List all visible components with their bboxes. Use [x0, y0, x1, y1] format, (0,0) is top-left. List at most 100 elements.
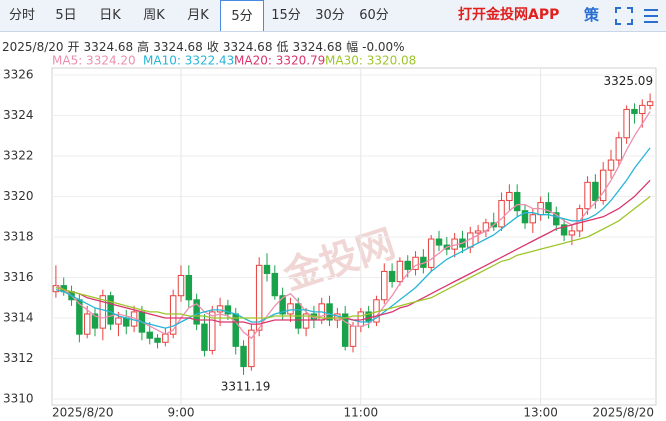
period-tab[interactable]: 日K [99, 8, 121, 23]
candle-body [513, 191, 521, 212]
y-tick-label: 3312 [3, 351, 34, 365]
period-tab[interactable]: 60分 [359, 8, 389, 23]
candle-body [420, 256, 427, 268]
y-tick-label: 3314 [3, 311, 34, 325]
x-tick-label: 2025/8/20 [592, 406, 654, 420]
candle-body [310, 313, 318, 321]
candle-body [318, 303, 325, 321]
y-tick-label: 3316 [3, 270, 34, 284]
period-tab[interactable]: 30分 [315, 8, 345, 23]
candle-body [263, 264, 271, 274]
candle-body [615, 137, 623, 161]
strategy-button[interactable]: 策 [584, 6, 600, 24]
x-tick-label: 11:00 [344, 406, 379, 420]
ma-line [55, 147, 651, 329]
candle-body [474, 230, 482, 234]
candle-body [216, 305, 224, 313]
candle-body [404, 260, 411, 270]
candle-body [68, 291, 75, 301]
candle-body [396, 260, 404, 283]
x-tick-label: 2025/8/20 [52, 406, 114, 420]
candle-body [123, 317, 130, 327]
candle-body [576, 208, 583, 232]
candle-body [185, 274, 193, 301]
candle-body [388, 270, 396, 283]
candle-body [435, 238, 443, 246]
period-tab[interactable]: 月K [187, 8, 209, 23]
candle-body [490, 222, 497, 228]
legend-entry: MA10: 3322.43 [143, 54, 234, 68]
max-annotation: 3325.09 [603, 74, 653, 88]
info-field: 高 [137, 40, 150, 54]
candle-body [201, 323, 208, 351]
candle-body [130, 311, 138, 327]
info-field: 3324.68 [292, 40, 343, 54]
candle-body [255, 264, 263, 331]
y-tick-label: 3322 [3, 149, 34, 163]
candle-body [107, 295, 114, 325]
period-tab[interactable]: 分时 [8, 8, 35, 23]
candle-body [154, 337, 161, 343]
x-tick-label: 9:00 [168, 406, 195, 420]
candle-body [498, 200, 505, 228]
x-tick-label: 13:00 [523, 406, 558, 420]
min-annotation: 3311.19 [221, 379, 271, 393]
candle-body [459, 238, 466, 248]
info-field: -0.00% [362, 40, 405, 54]
watermark: 金投网 [277, 221, 400, 298]
candle-body [248, 329, 255, 368]
y-tick-label: 3324 [3, 108, 34, 122]
candle-body [521, 210, 529, 224]
candle-body [302, 313, 310, 329]
candle-body [115, 317, 122, 325]
candle-body [287, 303, 294, 315]
y-tick-label: 3320 [3, 189, 34, 203]
candle-body [646, 101, 654, 106]
period-tab[interactable]: 15分 [271, 8, 301, 23]
candle-body [529, 214, 537, 224]
y-tick-label: 3318 [3, 230, 34, 244]
candle-body [326, 303, 333, 321]
candle-body [545, 202, 552, 214]
candle-body [146, 331, 153, 339]
candle-body [537, 202, 544, 216]
candle-body [271, 272, 279, 297]
candle-body [599, 169, 607, 202]
period-tab[interactable]: 5分 [220, 0, 264, 31]
info-field: 低 [276, 40, 289, 54]
candle-body [232, 313, 239, 347]
candle-body [560, 224, 568, 236]
candle-body [60, 285, 67, 293]
candle-body [341, 313, 349, 347]
ma-line [55, 179, 651, 325]
candle-body [349, 325, 357, 347]
period-tab[interactable]: 5日 [55, 8, 77, 23]
candle-body [607, 159, 615, 171]
candle-body [365, 311, 372, 323]
toolbar-icons[interactable] [614, 6, 662, 26]
candle-body [568, 230, 576, 236]
info-field: 开 [67, 40, 80, 54]
app-link[interactable]: 打开金投网APP [458, 7, 560, 23]
info-field: 收 [206, 40, 219, 54]
candle-body [631, 108, 638, 114]
legend-entry: MA20: 3320.79 [234, 54, 325, 68]
candle-body [193, 299, 200, 325]
candle-body [91, 313, 99, 329]
legend-entry: MA30: 3320.08 [325, 54, 416, 68]
candle-body [427, 238, 435, 268]
candle-body [138, 311, 146, 333]
candle-body [162, 333, 169, 343]
candle-body [373, 299, 380, 323]
candle-body [553, 212, 560, 226]
candle-body [295, 303, 302, 329]
ma-line [55, 195, 651, 319]
info-field: 幅 [346, 40, 359, 54]
candle-body [506, 191, 513, 202]
period-tab[interactable]: 周K [143, 8, 165, 23]
candle-body [584, 181, 591, 210]
candle-body [357, 311, 365, 327]
candle-body [52, 285, 60, 293]
